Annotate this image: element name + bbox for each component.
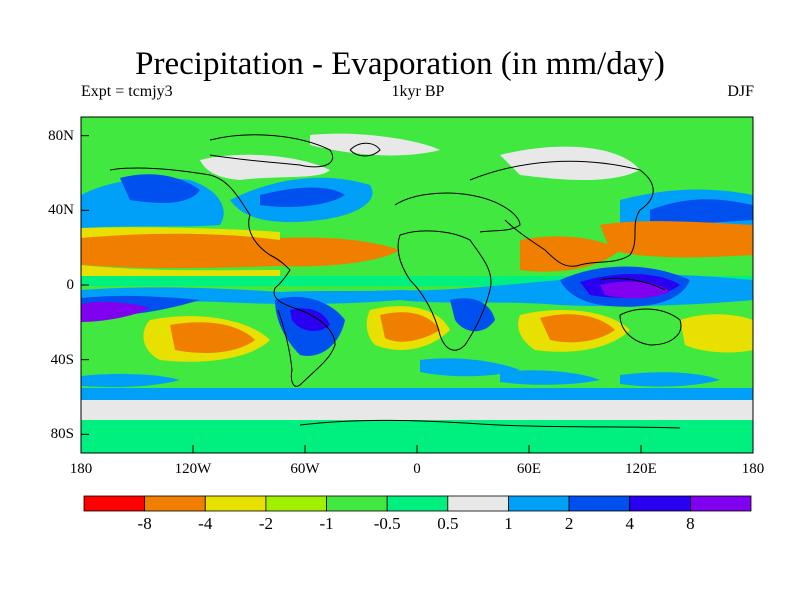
lon-tick-marks: [80, 445, 754, 453]
lon-tick-label: 0: [413, 461, 421, 477]
colorbar-swatch: [144, 495, 206, 512]
lat-tick-label: 40S: [50, 351, 74, 368]
colorbar-label: -8: [137, 514, 152, 533]
colorbar-swatch: [83, 495, 146, 512]
lon-tick-label: 180: [69, 461, 93, 477]
colorbar-label: -4: [198, 514, 213, 533]
lat-tick-label: 0: [66, 277, 75, 293]
experiment-label: Expt = tcmjy3: [81, 83, 173, 100]
lon-tick-label: 120E: [625, 461, 657, 477]
colorbar-label: 4: [625, 514, 634, 533]
colorbar-swatch: [447, 495, 509, 512]
coastlines: [109, 134, 682, 429]
lon-tick-label: 60E: [516, 461, 542, 477]
lat-tick-label: 40N: [48, 202, 74, 219]
lon-tick-label: 60W: [290, 461, 320, 477]
colorbar-label: 8: [686, 514, 695, 533]
colorbar-swatch: [386, 495, 449, 512]
colorbar-label: 0.5: [437, 514, 459, 533]
season-label: DJF: [727, 83, 754, 100]
lon-tick-label: 180: [741, 461, 765, 477]
colorbar-swatch: [265, 495, 327, 512]
colorbar: [83, 495, 752, 512]
period-label: 1kyr BP: [391, 83, 445, 100]
colorbar-swatch: [326, 495, 388, 512]
colorbar-swatch: [508, 495, 570, 512]
lat-tick-label: 80S: [50, 426, 74, 443]
colorbar-label: -0.5: [373, 514, 401, 533]
colorbar-swatch: [689, 495, 752, 512]
colorbar-swatch: [629, 495, 691, 512]
colorbar-label: 1: [504, 514, 513, 533]
lat-tick-label: 80N: [48, 127, 74, 144]
map-title: Precipitation - Evaporation (in mm/day): [135, 46, 665, 82]
lat-tick-marks: [81, 135, 89, 435]
colorbar-swatch: [204, 495, 267, 512]
colorbar-label: -1: [319, 514, 334, 533]
colorbar-swatch: [568, 495, 631, 512]
lon-tick-label: 120W: [174, 461, 212, 477]
colorbar-label: 2: [564, 514, 574, 533]
colorbar-label: -2: [258, 514, 273, 533]
